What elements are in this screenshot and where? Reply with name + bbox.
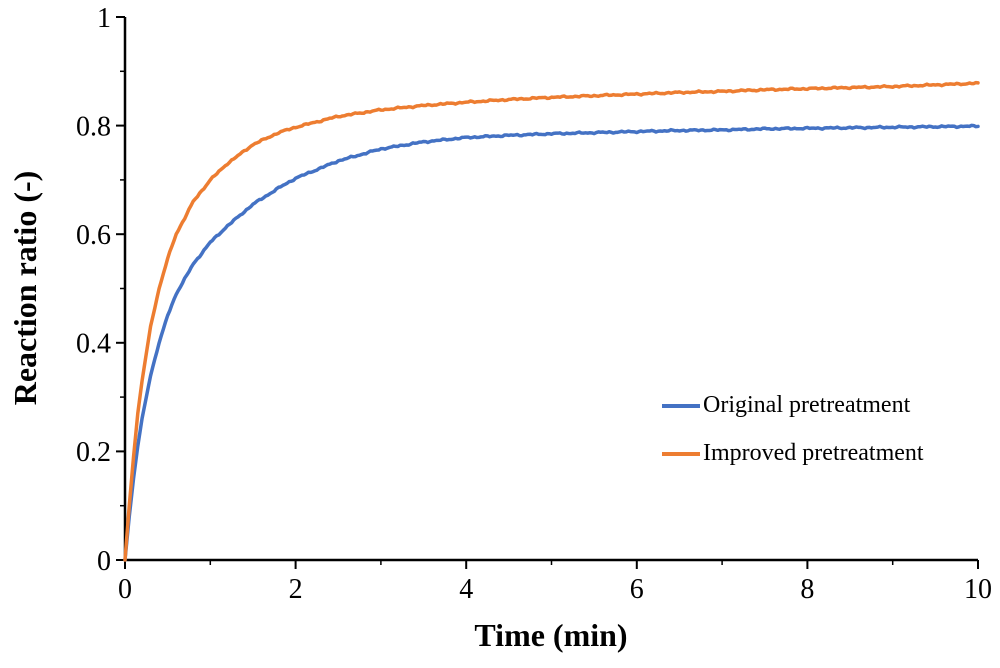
- axes: 0 2 4 6 8 10 0 0.2 0.4 0.6 0.8 1: [76, 3, 992, 605]
- legend-item: Original pretreatment: [662, 392, 924, 419]
- legend-label: Original pretreatment: [703, 392, 911, 418]
- y-tick-label: 0: [97, 546, 111, 577]
- x-tick-label: 8: [800, 574, 814, 605]
- legend-label: Improved pretreatment: [703, 440, 924, 466]
- x-axis-title: Time (min): [474, 617, 627, 653]
- x-tick-label: 2: [289, 574, 303, 605]
- x-tick-label: 0: [118, 574, 132, 605]
- legend-item: Improved pretreatment: [662, 440, 924, 467]
- x-tick-label: 4: [459, 574, 473, 605]
- y-tick-label: 0.6: [76, 220, 111, 251]
- legend-line-swatch: [662, 451, 700, 456]
- x-tick-label: 10: [964, 574, 992, 605]
- y-tick-label: 0.4: [76, 329, 111, 360]
- series-line-original: [123, 123, 980, 562]
- legend-line-swatch: [662, 403, 700, 408]
- y-tick-label: 0.2: [76, 437, 111, 468]
- x-tick-label: 6: [630, 574, 644, 605]
- y-tick-label: 1: [97, 3, 111, 34]
- y-axis-title: Reaction ratio (-): [7, 171, 43, 406]
- legend: Original pretreatment Improved pretreatme…: [662, 392, 924, 467]
- series-lines: [123, 80, 980, 562]
- y-tick-label: 0.8: [76, 111, 111, 142]
- series-line-improved: [123, 80, 980, 562]
